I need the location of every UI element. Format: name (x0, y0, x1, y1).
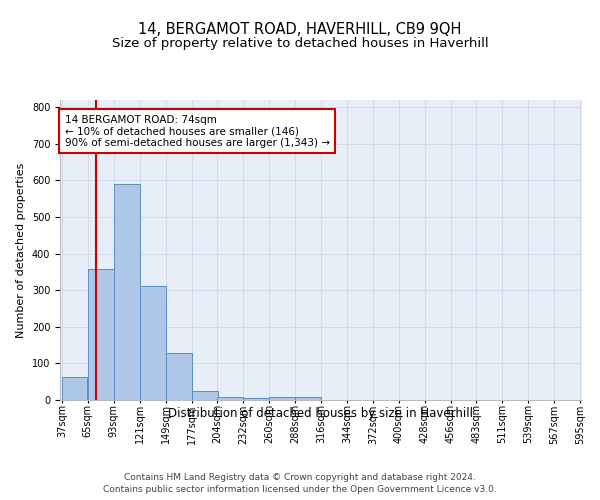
Text: 14, BERGAMOT ROAD, HAVERHILL, CB9 9QH: 14, BERGAMOT ROAD, HAVERHILL, CB9 9QH (139, 22, 461, 38)
Bar (192, 391, 218, 400)
Text: Contains HM Land Registry data © Crown copyright and database right 2024.: Contains HM Land Registry data © Crown c… (124, 472, 476, 482)
Bar (62, 378, 88, 400)
Bar (244, 398, 269, 400)
Text: Size of property relative to detached houses in Haverhill: Size of property relative to detached ho… (112, 38, 488, 51)
Bar (269, 397, 295, 400)
Bar (166, 353, 191, 400)
Bar (217, 397, 242, 400)
Bar (140, 286, 166, 400)
Bar (114, 184, 140, 400)
Text: 14 BERGAMOT ROAD: 74sqm
← 10% of detached houses are smaller (146)
90% of semi-d: 14 BERGAMOT ROAD: 74sqm ← 10% of detache… (65, 114, 329, 148)
Y-axis label: Number of detached properties: Number of detached properties (16, 162, 26, 338)
Bar (295, 397, 320, 400)
Text: Contains public sector information licensed under the Open Government Licence v3: Contains public sector information licen… (103, 485, 497, 494)
Text: Distribution of detached houses by size in Haverhill: Distribution of detached houses by size … (169, 408, 473, 420)
Bar (88, 270, 113, 400)
